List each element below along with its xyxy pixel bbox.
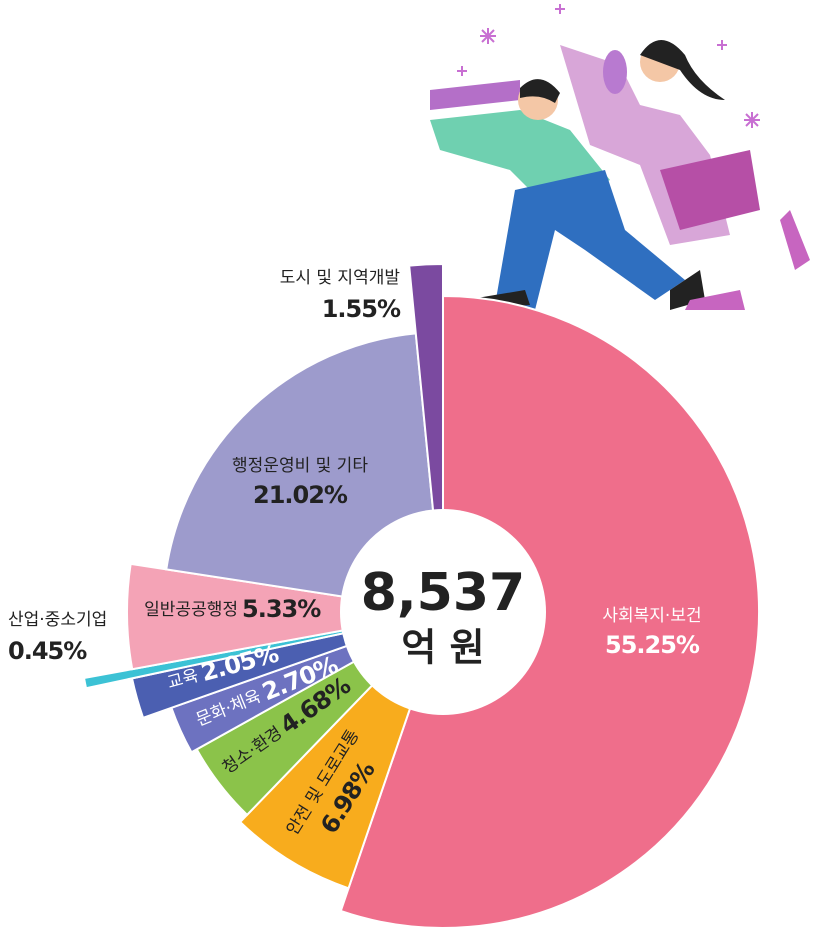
value-label: 1.55% bbox=[322, 295, 401, 323]
slice-label: 도시 및 지역개발 1.55% bbox=[280, 268, 402, 323]
center-unit: 억 원 bbox=[401, 626, 484, 670]
center-hole bbox=[340, 509, 546, 715]
slice bbox=[339, 294, 761, 929]
category-label: 일반공공행정 bbox=[144, 600, 238, 620]
value-label: 21.02% bbox=[253, 481, 348, 509]
value-label: 55.25% bbox=[605, 631, 700, 659]
slice-label: 산업·중소기업 0.45% bbox=[8, 610, 107, 665]
category-label: 산업·중소기업 bbox=[8, 610, 107, 630]
value-label: 5.33% bbox=[242, 595, 321, 623]
category-label: 행정운영비 및 기타 bbox=[232, 456, 368, 476]
illustration bbox=[430, 4, 810, 310]
center-total: 8,537 bbox=[361, 563, 525, 623]
slice-label: 일반공공행정 5.33% bbox=[144, 595, 322, 623]
category-label: 도시 및 지역개발 bbox=[280, 268, 401, 288]
value-label: 0.45% bbox=[8, 637, 87, 665]
slice-label: 행정운영비 및 기타 21.02% bbox=[232, 456, 368, 509]
slice bbox=[126, 562, 444, 671]
category-label: 사회복지·보건 bbox=[602, 606, 701, 626]
slice-label: 사회복지·보건 55.25% bbox=[602, 606, 701, 659]
